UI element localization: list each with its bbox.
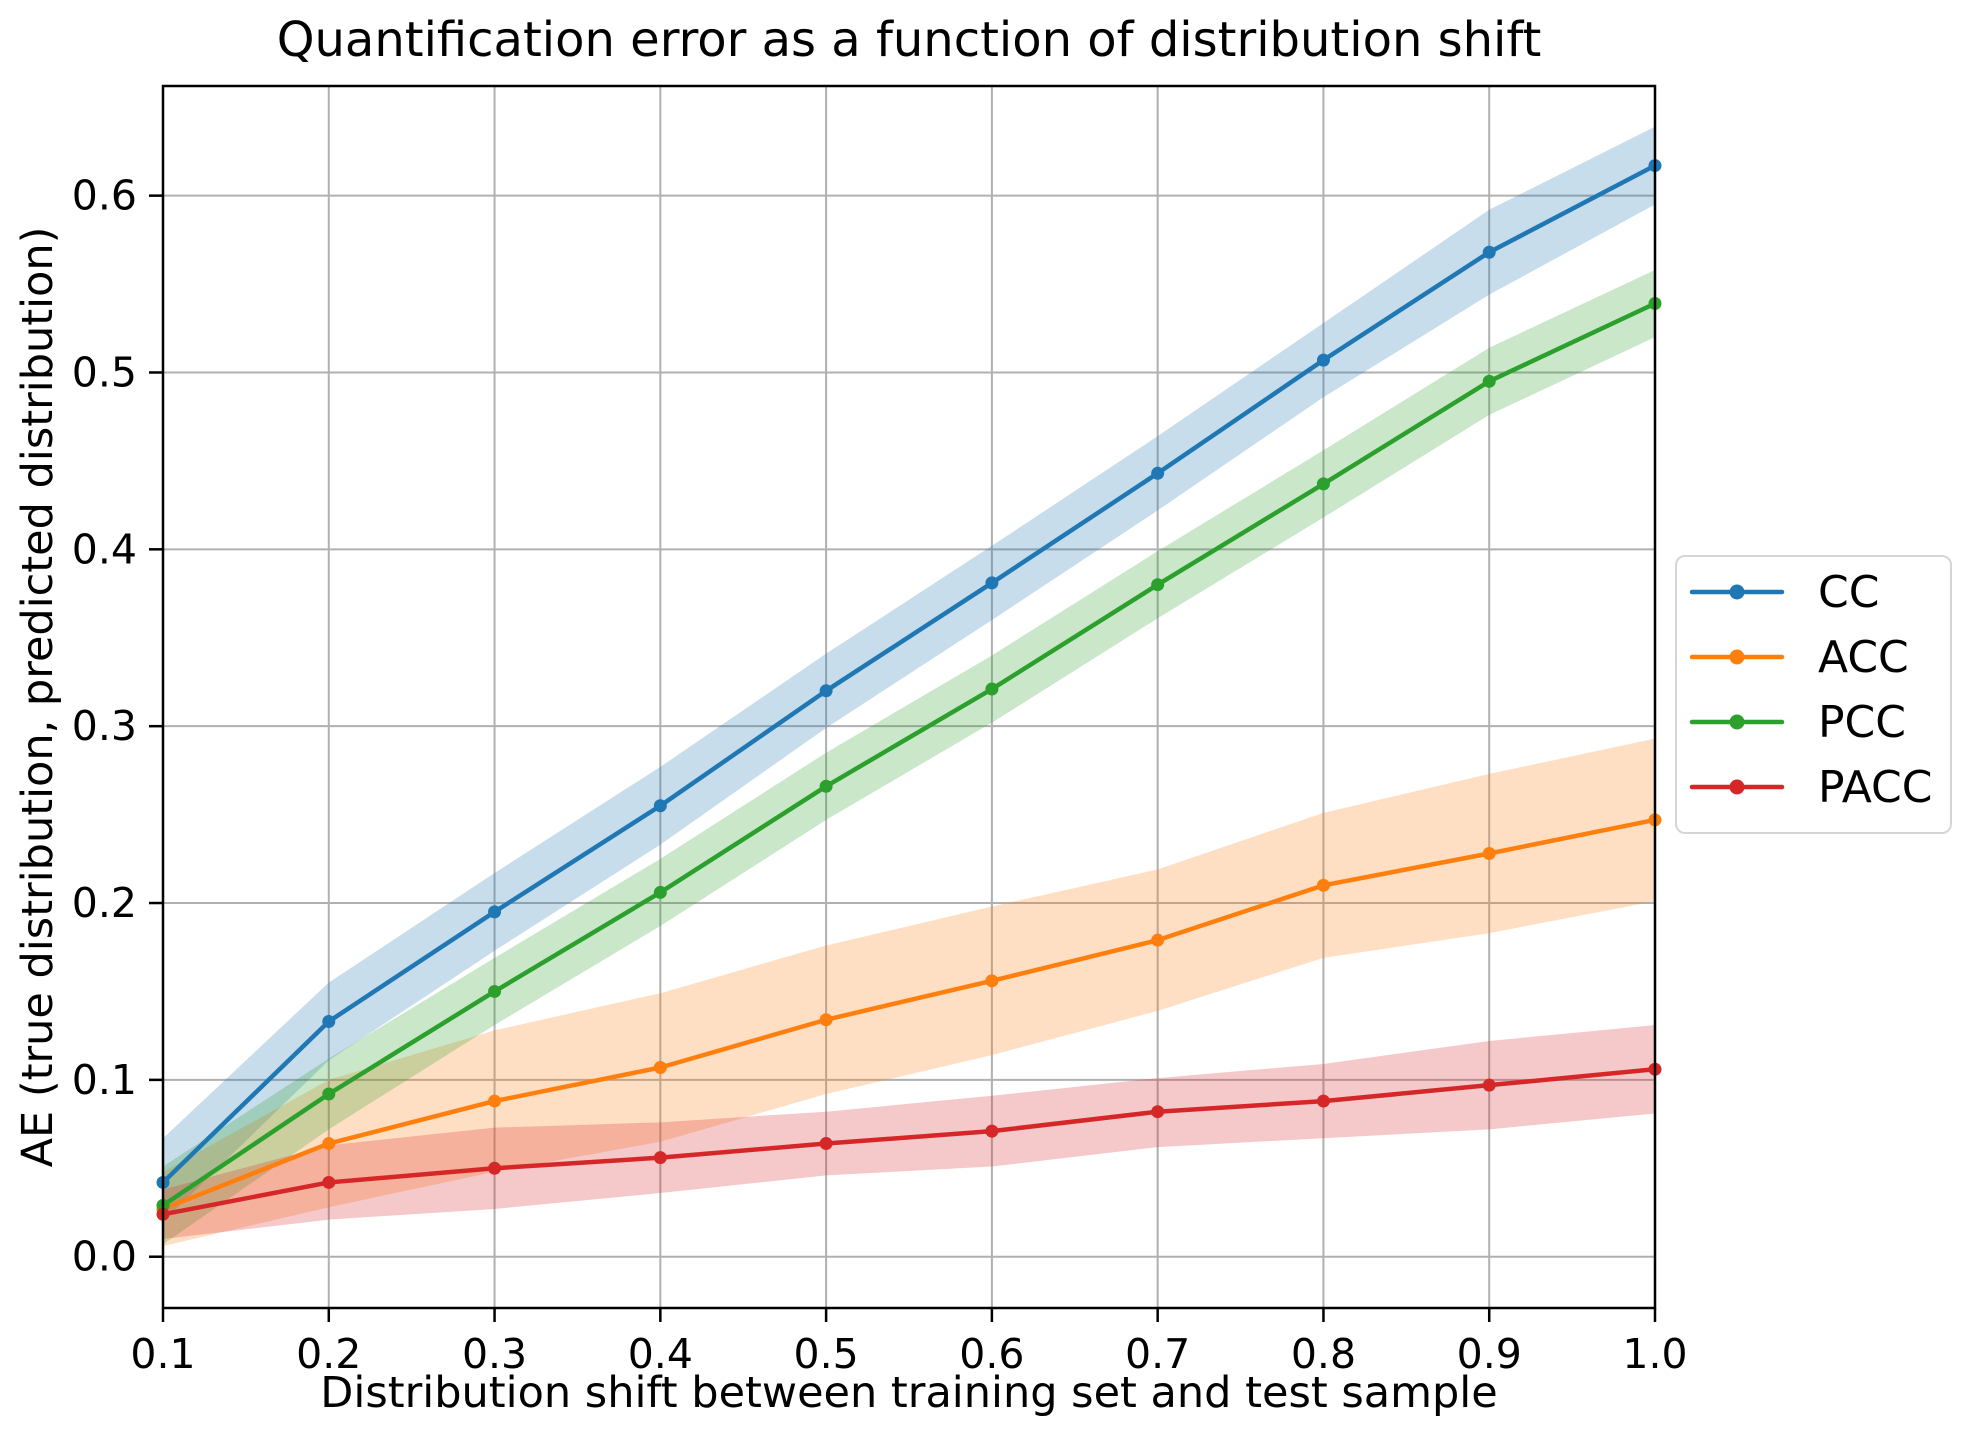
marker-CC bbox=[1151, 466, 1165, 480]
line-PCC bbox=[160, 301, 1658, 1208]
y-tick-label: 0.6 bbox=[72, 172, 137, 220]
y-axis-label: AE (true distribution, predicted distrib… bbox=[13, 226, 63, 1168]
legend-marker bbox=[1729, 779, 1745, 795]
y-tick-label: 0.3 bbox=[72, 702, 137, 750]
chart-title: Quantification error as a function of di… bbox=[276, 12, 1542, 68]
band-ACC bbox=[163, 738, 1655, 1247]
marker-CC bbox=[1482, 245, 1496, 259]
x-tick-label: 0.9 bbox=[1457, 1330, 1522, 1378]
legend: CC ACC PCC PACC bbox=[1675, 555, 1952, 834]
marker-PACC bbox=[653, 1151, 667, 1165]
legend-label: CC bbox=[1818, 567, 1879, 618]
marker-PCC bbox=[488, 984, 502, 998]
marker-ACC bbox=[653, 1060, 667, 1074]
marker-CC bbox=[322, 1015, 336, 1029]
legend-marker bbox=[1729, 584, 1745, 600]
marker-CC bbox=[1316, 353, 1330, 367]
y-tick-label: 0.2 bbox=[72, 879, 137, 927]
band-PCC bbox=[163, 269, 1655, 1245]
marker-ACC bbox=[488, 1094, 502, 1108]
x-tick-label: 0.1 bbox=[130, 1330, 195, 1378]
legend-label: ACC bbox=[1818, 632, 1909, 683]
marker-CC bbox=[488, 905, 502, 919]
legend-item-PACC: PACC bbox=[1689, 762, 1933, 813]
marker-PCC bbox=[1151, 578, 1165, 592]
y-tick-label: 0.0 bbox=[72, 1233, 137, 1281]
legend-item-ACC: ACC bbox=[1689, 632, 1909, 683]
marker-PACC bbox=[819, 1137, 833, 1151]
markers-CC bbox=[156, 159, 1662, 1189]
line-CC bbox=[160, 163, 1658, 1185]
line-PACC bbox=[160, 1067, 1658, 1217]
legend-label: PCC bbox=[1818, 697, 1906, 748]
marker-PACC bbox=[1151, 1105, 1165, 1119]
x-tick-label: 0.2 bbox=[296, 1330, 361, 1378]
y-tick-label: 0.1 bbox=[72, 1056, 137, 1104]
marker-PACC bbox=[1316, 1094, 1330, 1108]
legend-marker bbox=[1729, 649, 1745, 665]
x-axis-label: Distribution shift between training set … bbox=[320, 1368, 1498, 1418]
marker-PACC bbox=[488, 1161, 502, 1175]
band-PACC bbox=[163, 1025, 1655, 1240]
legend-box bbox=[1675, 555, 1952, 834]
marker-PCC bbox=[653, 885, 667, 899]
x-tick-label: 0.4 bbox=[628, 1330, 693, 1378]
marker-PACC bbox=[1482, 1078, 1496, 1092]
x-tick-label: 0.3 bbox=[462, 1330, 527, 1378]
marker-PCC bbox=[1316, 477, 1330, 491]
legend-item-PCC: PCC bbox=[1689, 697, 1906, 748]
marker-PCC bbox=[985, 682, 999, 696]
marker-PCC bbox=[1482, 374, 1496, 388]
marker-ACC bbox=[322, 1137, 336, 1151]
gridlines bbox=[162, 86, 1656, 1308]
marker-CC bbox=[819, 684, 833, 698]
y-tick-label: 0.4 bbox=[72, 525, 137, 573]
x-tick-label: 0.6 bbox=[959, 1330, 1024, 1378]
marker-CC bbox=[985, 576, 999, 590]
x-tick-label: 0.8 bbox=[1291, 1330, 1356, 1378]
marker-ACC bbox=[1151, 933, 1165, 947]
marker-ACC bbox=[1316, 878, 1330, 892]
marker-PACC bbox=[322, 1175, 336, 1189]
x-tick-label: 0.5 bbox=[794, 1330, 859, 1378]
x-tick-label: 0.7 bbox=[1125, 1330, 1190, 1378]
marker-ACC bbox=[819, 1013, 833, 1027]
marker-ACC bbox=[985, 974, 999, 988]
band-CC bbox=[163, 126, 1655, 1222]
y-tick-label: 0.5 bbox=[72, 348, 137, 396]
plot-spines bbox=[161, 84, 1657, 1310]
legend-label: PACC bbox=[1818, 762, 1933, 813]
line-ACC bbox=[160, 817, 1658, 1212]
marker-PCC bbox=[322, 1087, 336, 1101]
confidence-bands bbox=[163, 126, 1655, 1247]
legend-marker bbox=[1729, 714, 1745, 730]
axis-ticks: 0.1 0.2 0.3 0.4 0.5 0.6 0.7 0.8 0.9 1.0 0.0 0.1 0.2 0… bbox=[72, 172, 1688, 1378]
markers-ACC bbox=[156, 813, 1662, 1216]
markers-PCC bbox=[156, 297, 1662, 1212]
x-tick-label: 1.0 bbox=[1622, 1330, 1687, 1378]
marker-CC bbox=[653, 799, 667, 813]
marker-PCC bbox=[819, 779, 833, 793]
marker-PACC bbox=[985, 1124, 999, 1138]
marker-ACC bbox=[1482, 847, 1496, 861]
legend-item-CC: CC bbox=[1689, 567, 1879, 618]
